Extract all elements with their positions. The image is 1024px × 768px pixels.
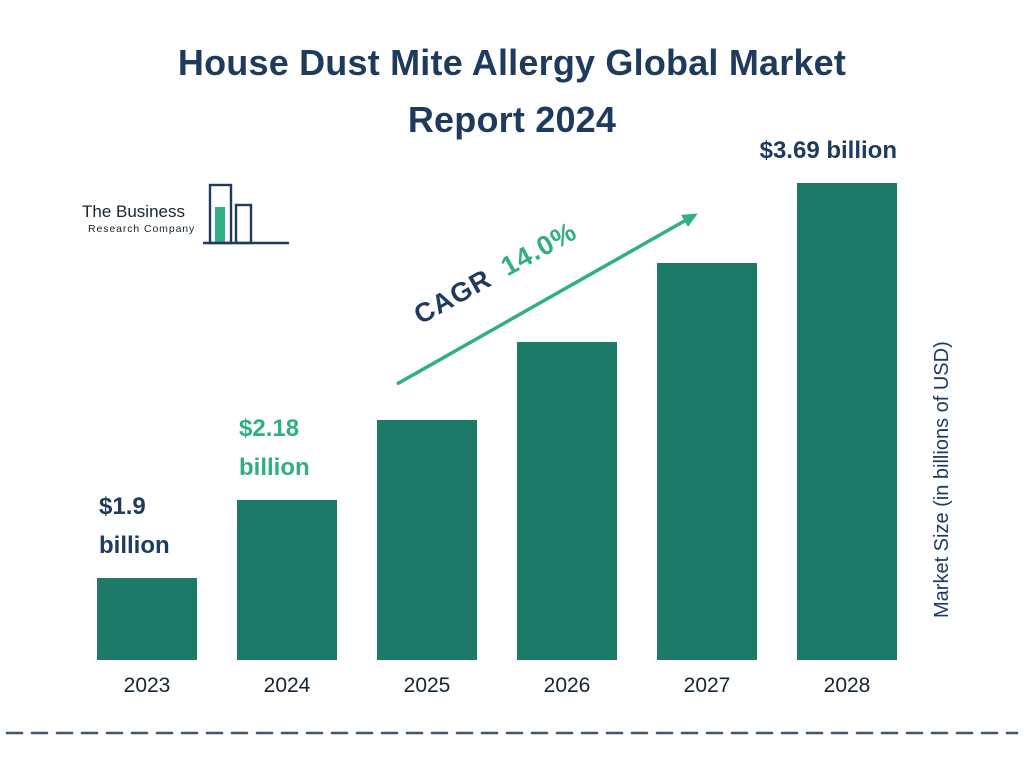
bottom-dashed-line bbox=[5, 731, 1019, 735]
logo-bars-icon bbox=[203, 183, 290, 245]
page-title-line1: House Dust Mite Allergy Global Market bbox=[177, 42, 847, 83]
x-tick-2025: 2025 bbox=[403, 674, 451, 697]
bar-2025 bbox=[377, 420, 477, 660]
company-logo: The Business Research Company bbox=[82, 182, 291, 248]
value-label-2023: $1.9 billion bbox=[99, 492, 170, 560]
x-tick-2027: 2027 bbox=[683, 674, 731, 697]
page-title-line2: Report 2024 bbox=[407, 99, 617, 140]
bar-2028 bbox=[797, 183, 897, 660]
x-tick-2026: 2026 bbox=[543, 674, 591, 697]
logo-name-line1: The Business bbox=[82, 202, 185, 221]
company-logo-text: The Business Research Company bbox=[82, 202, 195, 235]
bar-2023 bbox=[97, 578, 197, 660]
bar-column-2027: 2027 bbox=[657, 183, 757, 697]
bar-column-2026: 2026 bbox=[517, 183, 617, 697]
bar-column-2025: 2025 bbox=[377, 183, 477, 697]
y-axis-title: Market Size (in billions of USD) bbox=[931, 341, 953, 619]
page-title: House Dust Mite Allergy Global Market Re… bbox=[0, 34, 1024, 148]
bar-column-2023: $1.9 billion 2023 bbox=[97, 183, 197, 697]
x-tick-2028: 2028 bbox=[823, 674, 871, 697]
x-tick-2024: 2024 bbox=[263, 674, 311, 697]
bar-column-2024: $2.18 billion 2024 bbox=[237, 183, 337, 697]
bar-2026 bbox=[517, 342, 617, 660]
x-tick-2023: 2023 bbox=[123, 674, 171, 697]
logo-name-line2: Research Company bbox=[88, 223, 196, 235]
value-label-2028: $3.69 billion bbox=[759, 137, 897, 165]
bar-column-2028: $3.69 billion 2028 bbox=[760, 137, 897, 697]
bar-2024 bbox=[237, 500, 337, 660]
value-label-2024: $2.18 billion bbox=[239, 414, 310, 482]
bar-2027 bbox=[657, 263, 757, 660]
bar-chart: $1.9 billion 2023 $2.18 billion 2024 2025 2026 2… bbox=[97, 137, 897, 697]
